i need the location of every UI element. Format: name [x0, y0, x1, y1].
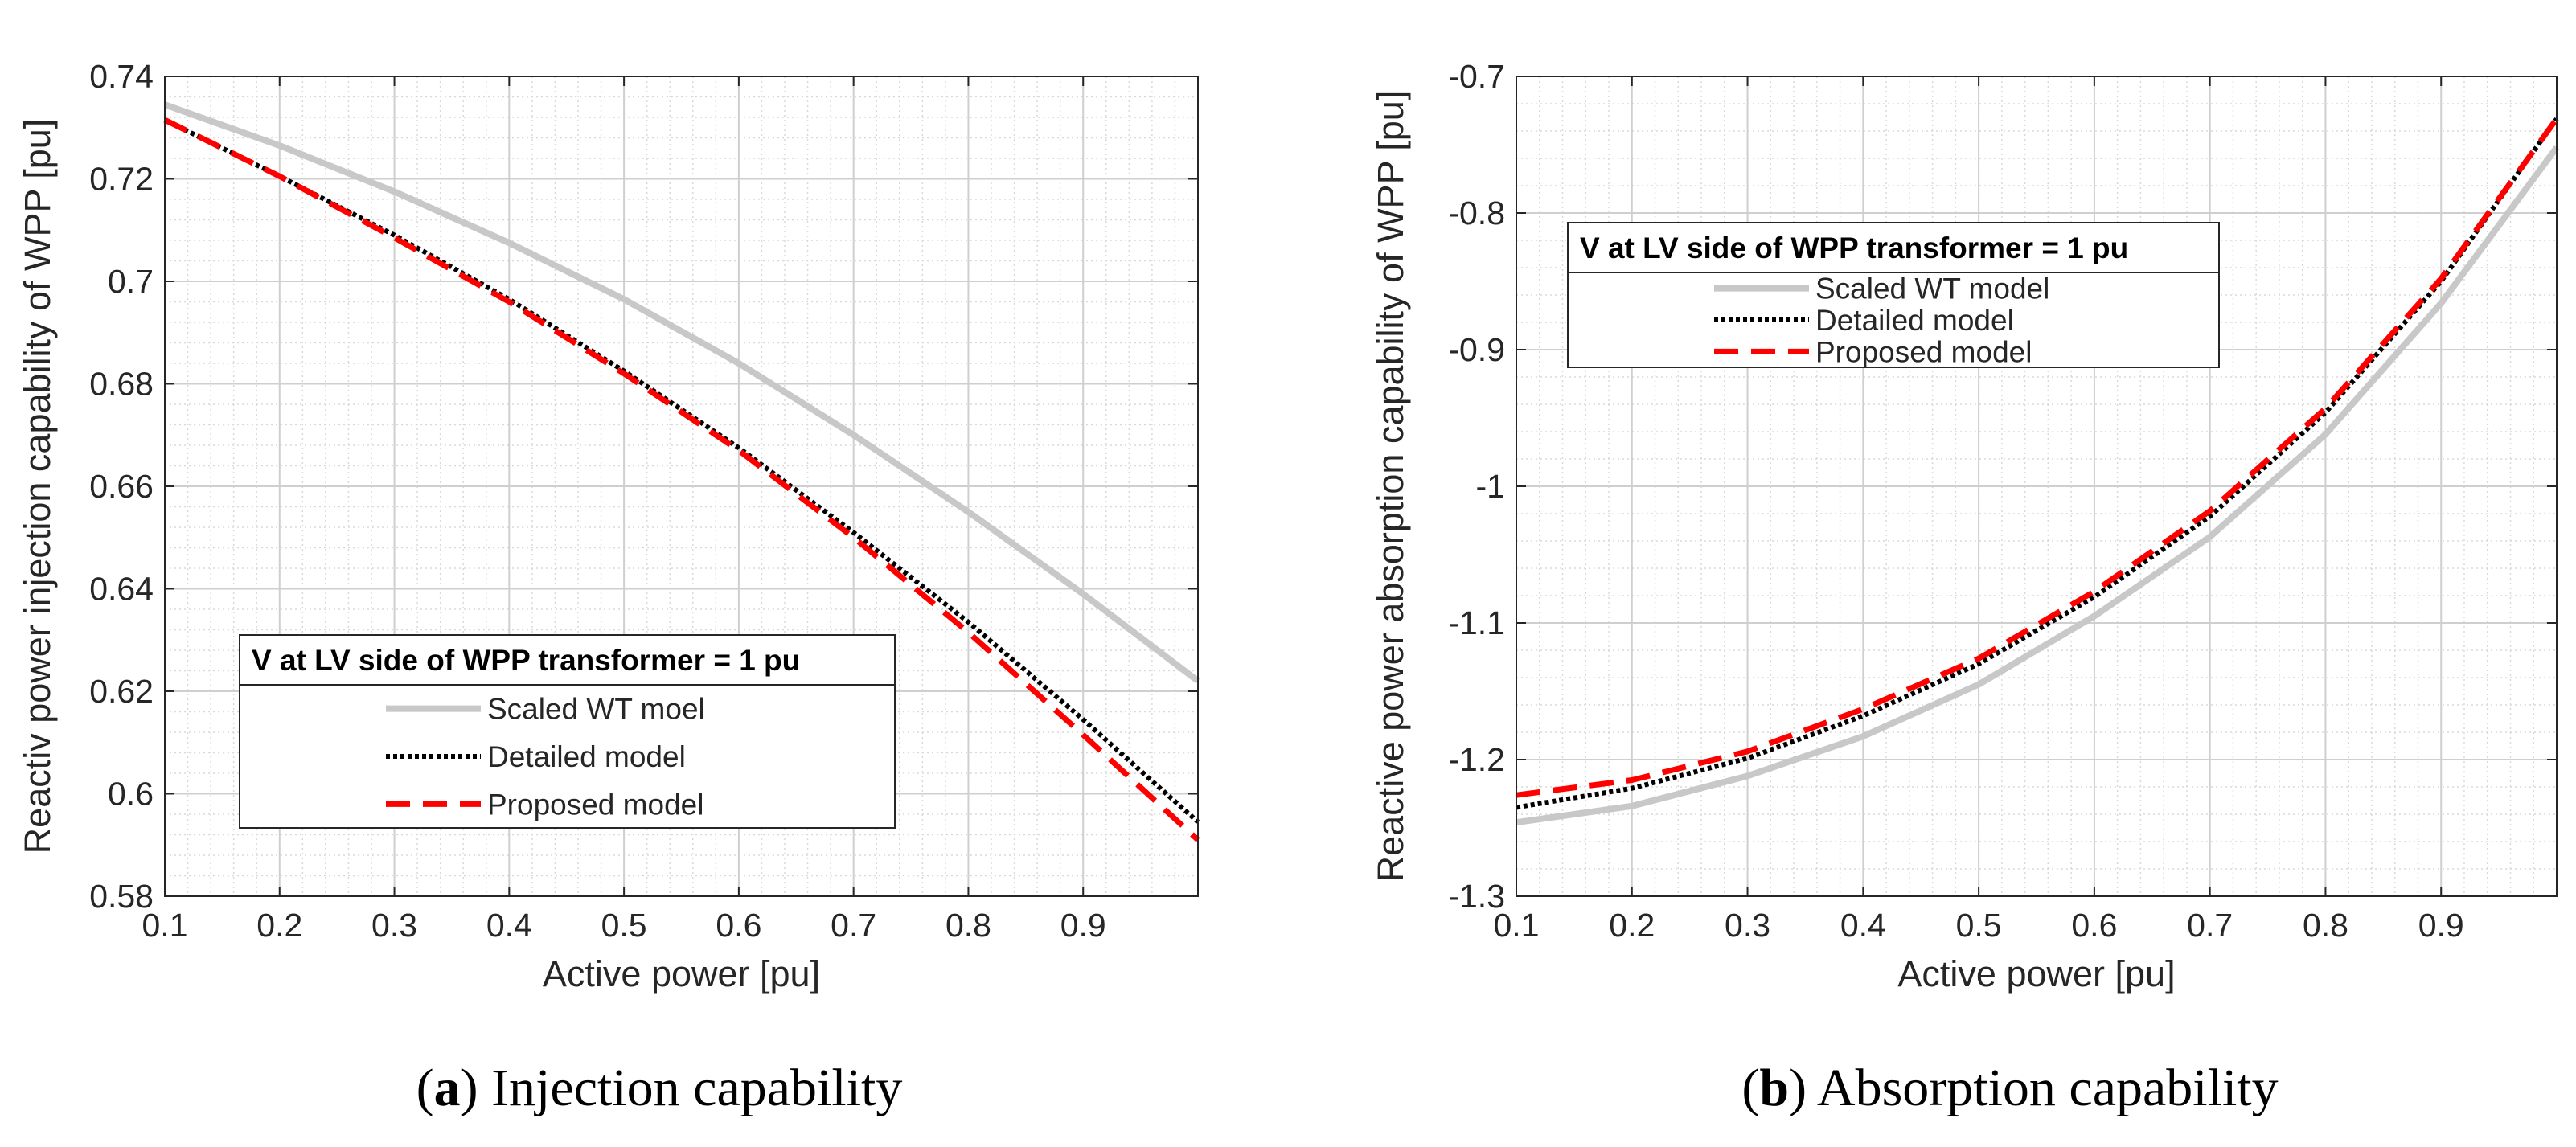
x-tick-label: 0.3 — [371, 907, 417, 944]
x-tick-label: 0.4 — [486, 907, 532, 944]
x-tick-label: 0.5 — [1956, 907, 2002, 944]
chart-b: 0.1 0.2 0.3 0.4 0.5 0.6 0.7 0.8 0.9 -1.3 -1.2 -1.1 -… — [1370, 58, 2560, 1117]
legend-title: V at LV side of WPP transformer = 1 pu — [252, 644, 800, 677]
y-tick-label: -0.9 — [1448, 331, 1505, 368]
y-tick-label: -1 — [1476, 468, 1505, 505]
legend: V at LV side of WPP transformer = 1 pu Sc… — [239, 634, 896, 829]
series-line-solid — [163, 101, 1200, 684]
y-tick-label: 0.64 — [89, 571, 154, 608]
series-line-solid — [1516, 145, 2560, 826]
legend-label: Detailed model — [487, 740, 686, 773]
x-tick-label: 0.3 — [1725, 907, 1770, 944]
x-tick-label: 0.9 — [1060, 907, 1106, 944]
caption-paren: ) — [1789, 1059, 1817, 1117]
x-axis-label: Active power [pu] — [1897, 953, 2175, 994]
y-tick-label: 0.72 — [89, 161, 154, 198]
series-line-dotted — [1516, 117, 2559, 810]
chart-a: 0.1 0.2 0.3 0.4 0.5 0.6 0.7 0.8 0.9 0.58 0.6 0.62 0.… — [17, 58, 1200, 1117]
y-tick-label: 0.74 — [89, 58, 154, 95]
x-tick-label: 0.6 — [2071, 907, 2117, 944]
series-line-dashed — [163, 117, 1200, 842]
legend-title: V at LV side of WPP transformer = 1 pu — [1580, 231, 2128, 264]
x-tick-label: 0.1 — [142, 907, 188, 944]
legend: V at LV side of WPP transformer = 1 pu Sc… — [1567, 222, 2220, 368]
x-tick-label: 0.8 — [2303, 907, 2348, 944]
caption-letter: b — [1759, 1059, 1789, 1117]
caption-paren: ( — [416, 1059, 434, 1117]
legend-box — [239, 634, 896, 829]
caption-letter: a — [434, 1059, 461, 1117]
x-tick-label: 0.4 — [1840, 907, 1886, 944]
caption-paren: ) — [461, 1059, 491, 1117]
y-tick-label: 0.58 — [89, 878, 154, 915]
legend-label: Detailed model — [1815, 304, 2014, 337]
x-tick-label: 0.7 — [2187, 907, 2233, 944]
y-axis-label: Reactiv power injection capability of WP… — [17, 119, 58, 854]
x-tick-label: 0.7 — [831, 907, 876, 944]
y-tick-label: -1.1 — [1448, 604, 1505, 641]
caption-text: Absorption capability — [1817, 1059, 2279, 1117]
x-tick-label: 0.8 — [945, 907, 991, 944]
y-tick-label: -1.2 — [1448, 741, 1505, 778]
legend-label: Scaled WT model — [1815, 272, 2049, 305]
y-tick-label: 0.7 — [108, 263, 154, 300]
y-tick-label: -0.7 — [1448, 58, 1505, 95]
legend-label: Proposed model — [1815, 335, 2032, 368]
y-tick-label: -0.8 — [1448, 195, 1505, 231]
y-tick-label: -1.3 — [1448, 878, 1505, 915]
x-tick-label: 0.5 — [601, 907, 647, 944]
caption-paren: ( — [1741, 1059, 1759, 1117]
x-tick-label: 0.6 — [716, 907, 761, 944]
x-tick-label: 0.2 — [256, 907, 302, 944]
legend-label: Proposed model — [487, 788, 703, 821]
x-tick-label: 0.1 — [1494, 907, 1540, 944]
y-tick-label: 0.68 — [89, 366, 154, 403]
y-axis-label: Reactive power absorption capability of … — [1370, 91, 1411, 883]
x-tick-label: 0.2 — [1609, 907, 1655, 944]
caption: (b) Absorption capability — [1741, 1059, 2278, 1117]
caption: (a) Injection capability — [416, 1059, 903, 1117]
y-tick-label: 0.66 — [89, 468, 154, 505]
caption-text: Injection capability — [491, 1059, 902, 1117]
y-tick-label: 0.6 — [108, 776, 154, 813]
series-line-dashed — [1516, 117, 2559, 798]
x-tick-label: 0.9 — [2418, 907, 2464, 944]
x-axis-label: Active power [pu] — [543, 953, 820, 994]
legend-label: Scaled WT moel — [487, 693, 705, 726]
legend-box — [1567, 222, 2220, 368]
y-tick-label: 0.62 — [89, 673, 154, 710]
